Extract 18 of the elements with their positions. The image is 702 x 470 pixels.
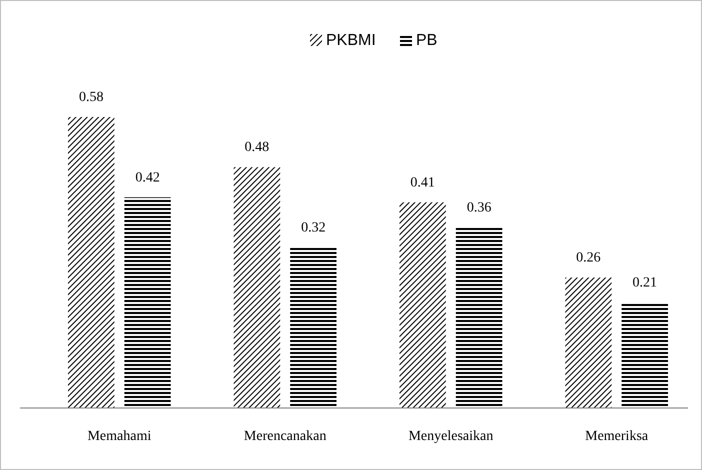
bar	[399, 202, 446, 408]
data-label: 0.21	[632, 276, 658, 291]
bar	[234, 167, 280, 408]
x-tick-label: Memeriksa	[585, 429, 649, 444]
data-label: 0.26	[576, 250, 601, 266]
x-tick-label: Memahami	[88, 429, 152, 444]
data-label: 0.32	[301, 220, 326, 236]
legend-label: PB	[416, 32, 438, 49]
data-label: 0.48	[244, 140, 270, 156]
data-label: 0.36	[466, 200, 492, 216]
data-label: 0.41	[410, 175, 435, 190]
x-tick-label: Merencanakan	[244, 429, 326, 444]
bar	[68, 117, 114, 408]
data-label: 0.58	[78, 90, 104, 105]
legend-label: PKBMI	[326, 32, 376, 49]
data-label: 0.42	[135, 170, 160, 186]
x-tick-label: Menyelesaikan	[408, 429, 494, 444]
bar	[565, 278, 612, 408]
